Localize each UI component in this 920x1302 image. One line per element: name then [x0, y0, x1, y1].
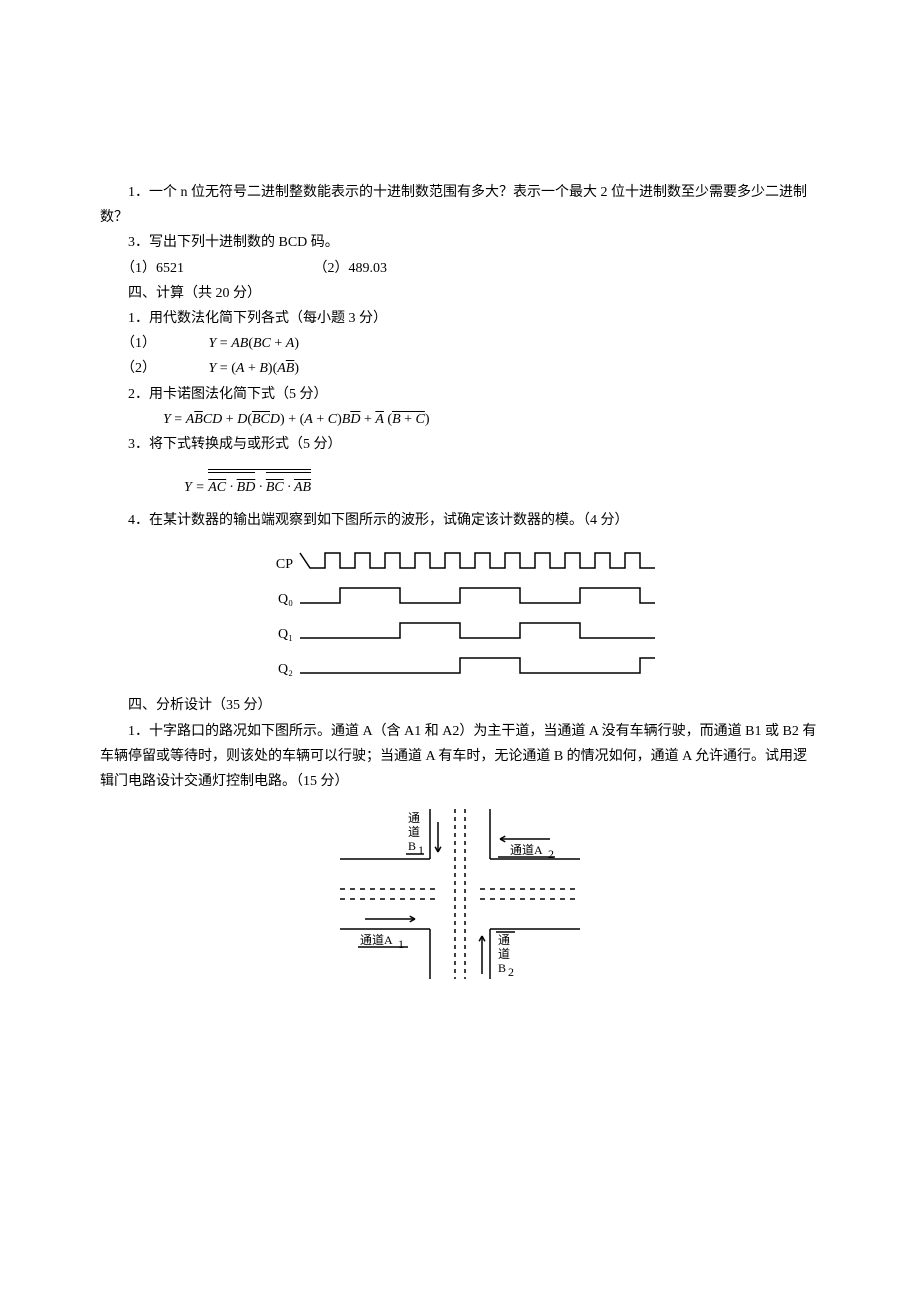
svg-text:道: 道 [498, 947, 510, 961]
q3f-lhs: Y [184, 480, 192, 495]
f2-r8: ) [294, 361, 299, 376]
q3-items: （1）6521 （2）489.03 [100, 256, 820, 281]
q2-p2: + [285, 412, 300, 427]
section-4b-title: 四、分析设计（35 分） [100, 693, 820, 718]
q2-t3c: + [313, 412, 328, 427]
f1-r4: + [271, 336, 286, 351]
q2-t4a: A [375, 412, 384, 427]
q3f-d3: · [284, 480, 294, 495]
q3-item2: （2）489.03 [314, 261, 388, 276]
q2-t2d: C [261, 412, 270, 427]
q2-t4e: C [416, 412, 425, 427]
s4a-q1-f1: （1） Y = AB(BC + A) [100, 331, 820, 356]
s4a-q3-prompt-text: 3．将下式转换成与或形式（5 分） [128, 437, 342, 452]
svg-text:2: 2 [548, 847, 554, 861]
f2-label: （2） [121, 361, 156, 376]
svg-text:道: 道 [408, 825, 420, 839]
s4a-q3-formula: Y = AC · BD · BC · AB [100, 469, 820, 500]
s4a-q4-prompt: 4．在某计数器的输出端观察到如下图所示的波形，试确定该计数器的模。（4 分） [100, 508, 820, 533]
svg-text:1: 1 [418, 843, 424, 857]
q3f-eq: = [192, 480, 208, 495]
q2-t3b: A [304, 412, 313, 427]
svg-text:B: B [498, 961, 506, 975]
q2-t4c: B [392, 412, 401, 427]
svg-text:通道A: 通道A [360, 933, 393, 947]
q2-t2a: D [237, 412, 247, 427]
q2-t4b: ( [384, 412, 392, 427]
q2-t3d: C [328, 412, 337, 427]
f2-r6: A [277, 361, 286, 376]
q2-t4f: ) [425, 412, 430, 427]
waveform-svg: CP Q₀ Q₁ Q₂ [255, 543, 665, 683]
svg-text:Q₁: Q₁ [278, 627, 293, 642]
svg-text:2: 2 [508, 965, 514, 979]
q2-t1b: B [194, 412, 203, 427]
s4a-q2-prompt: 2．用卡诺图法化简下式（5 分） [100, 382, 820, 407]
s4a-q2-prompt-text: 2．用卡诺图法化简下式（5 分） [128, 387, 328, 402]
f2-r3: + [244, 361, 259, 376]
s4a-q1-prompt: 1．用代数法化简下列各式（每小题 3 分） [100, 306, 820, 331]
waveform-diagram: CP Q₀ Q₁ Q₂ [100, 543, 820, 683]
f1-r3: BC [253, 336, 271, 351]
svg-text:通道A: 通道A [510, 843, 543, 857]
section-4b-title-text: 四、分析设计（35 分） [128, 698, 272, 713]
svg-text:B: B [408, 839, 416, 853]
q3f-t2: BD [237, 480, 256, 495]
f2-r5: )( [268, 361, 277, 376]
q2-t3g: D [350, 412, 360, 427]
q2-t1c: CD [203, 412, 222, 427]
f2-r4: B [259, 361, 268, 376]
f1-eq: = [216, 336, 231, 351]
svg-text:CP: CP [276, 557, 293, 572]
crossroad-diagram: 通道B1通道A2通道A1通道B2 [100, 804, 820, 984]
q2-t1a: A [186, 412, 195, 427]
q3-item1: （1）6521 [121, 261, 184, 276]
q1-text: 1．一个 n 位无符号二进制整数能表示的十进制数范围有多大？表示一个最大 2 位… [100, 185, 807, 225]
q2-p1: + [222, 412, 237, 427]
q3f-t4: AB [294, 480, 311, 495]
s4a-q3-prompt: 3．将下式转换成与或形式（5 分） [100, 432, 820, 457]
section-4a-title: 四、计算（共 20 分） [100, 281, 820, 306]
q2-t4d: + [401, 412, 416, 427]
f1-r6: ) [294, 336, 299, 351]
svg-text:1: 1 [398, 937, 404, 951]
svg-text:通: 通 [408, 811, 420, 825]
s4b-q1: 1．十字路口的路况如下图所示。通道 A（含 A1 和 A2）为主干道，当通道 A… [100, 719, 820, 795]
s4a-q2-formula: Y = ABCD + D(BCD) + (A + C)BD + A (B + C… [100, 407, 820, 432]
q2-eq: = [171, 412, 186, 427]
question-3-prompt: 3．写出下列十进制数的 BCD 码。 [100, 230, 820, 255]
s4a-q4-prompt-text: 4．在某计数器的输出端观察到如下图所示的波形，试确定该计数器的模。（4 分） [128, 513, 629, 528]
q2-t2c: B [252, 412, 261, 427]
svg-text:Q₂: Q₂ [278, 662, 293, 677]
q3f-t3: BC [266, 480, 284, 495]
f1-r1: AB [231, 336, 248, 351]
f2-eq: = [216, 361, 231, 376]
s4a-q1-f2: （2） Y = (A + B)(AB) [100, 356, 820, 381]
q3f-t1: AC [208, 480, 226, 495]
q3-prompt-text: 3．写出下列十进制数的 BCD 码。 [128, 235, 339, 250]
q2-p3: + [360, 412, 375, 427]
svg-text:Q₀: Q₀ [278, 592, 293, 607]
section-4a-title-text: 四、计算（共 20 分） [128, 286, 261, 301]
s4a-q1-prompt-text: 1．用代数法化简下列各式（每小题 3 分） [128, 311, 387, 326]
s4b-q1-text: 1．十字路口的路况如下图所示。通道 A（含 A1 和 A2）为主干道，当通道 A… [100, 724, 816, 789]
q3f-d1: · [226, 480, 237, 495]
question-1: 1．一个 n 位无符号二进制整数能表示的十进制数范围有多大？表示一个最大 2 位… [100, 180, 820, 230]
svg-text:通: 通 [498, 933, 510, 947]
f1-label: （1） [121, 336, 156, 351]
q3f-d2: · [255, 480, 266, 495]
q2-t2e: D [270, 412, 280, 427]
crossroad-svg: 通道B1通道A2通道A1通道B2 [320, 804, 600, 984]
q2-lhs: Y [163, 412, 171, 427]
